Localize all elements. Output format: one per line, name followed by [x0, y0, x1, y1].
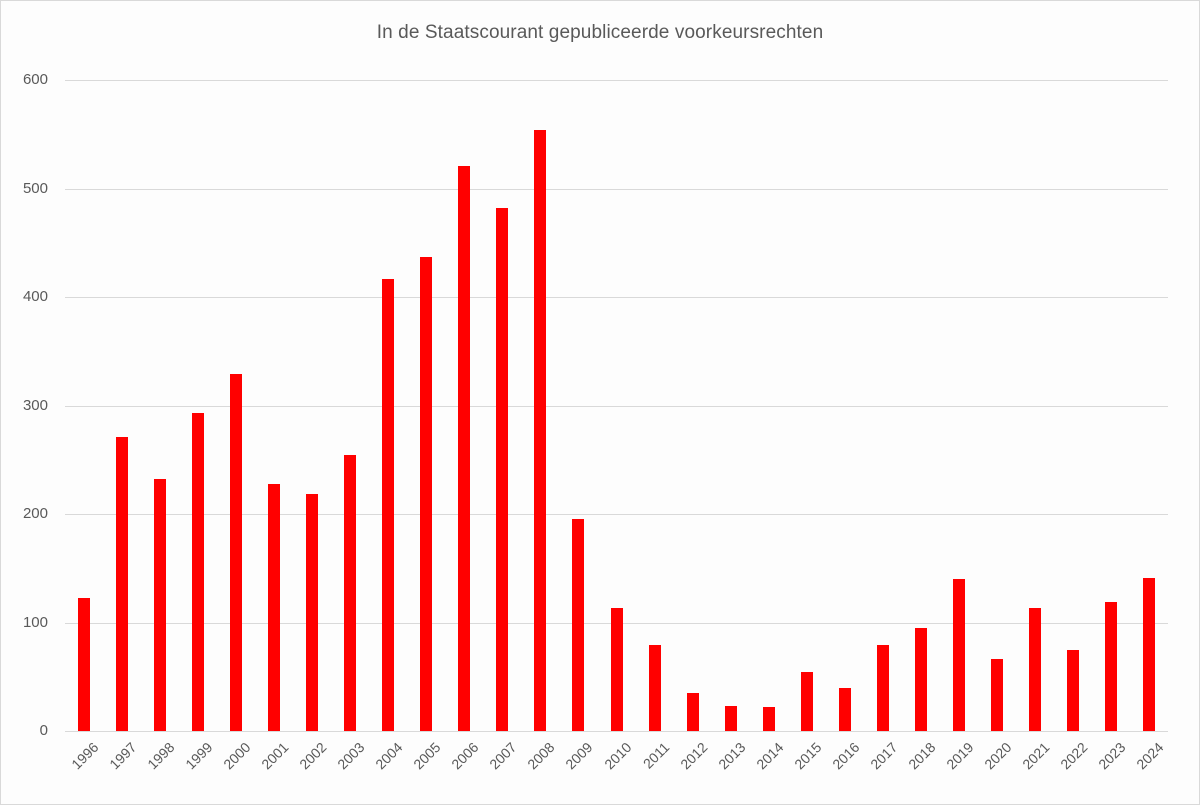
- y-tick-label: 400: [22, 288, 48, 305]
- bar-2000: [230, 374, 242, 731]
- x-tick-label: 2010: [600, 739, 635, 773]
- x-tick-label: 2016: [828, 739, 863, 773]
- x-tick-label: 2020: [980, 739, 1015, 773]
- x-tick-label: 2014: [752, 739, 787, 773]
- x-tick-label: 2012: [676, 739, 711, 773]
- x-tick-label: 2013: [714, 739, 749, 773]
- bar-2003: [344, 455, 356, 731]
- bar-2017: [877, 645, 889, 731]
- gridline: [65, 189, 1168, 190]
- x-tick-label: 2024: [1132, 739, 1167, 773]
- bar-2013: [725, 706, 737, 731]
- gridline: [65, 297, 1168, 298]
- bar-2008: [534, 130, 546, 731]
- bar-2007: [496, 208, 508, 731]
- y-tick-label: 300: [22, 397, 48, 414]
- bar-2004: [382, 279, 394, 731]
- x-tick-label: 2001: [257, 739, 292, 773]
- bar-2021: [1029, 608, 1041, 731]
- bar-2022: [1067, 650, 1079, 731]
- bar-2014: [763, 707, 775, 731]
- bar-1998: [154, 479, 166, 731]
- bar-1999: [192, 413, 204, 731]
- bar-2015: [801, 672, 813, 731]
- bar-2019: [953, 579, 965, 731]
- x-tick-label: 2018: [904, 739, 939, 773]
- gridline: [65, 731, 1168, 732]
- bar-2005: [420, 257, 432, 731]
- bar-2023: [1105, 602, 1117, 731]
- bar-2018: [915, 628, 927, 731]
- x-tick-label: 2000: [219, 739, 254, 773]
- x-tick-label: 2021: [1018, 739, 1053, 773]
- x-tick-label: 2022: [1056, 739, 1091, 773]
- x-tick-label: 2019: [942, 739, 977, 773]
- x-tick-label: 2002: [295, 739, 330, 773]
- y-tick-label: 0: [39, 722, 48, 739]
- x-tick-label: 1997: [105, 739, 140, 773]
- chart-title: In de Staatscourant gepubliceerde voorke…: [376, 22, 824, 43]
- bar-1997: [116, 437, 128, 731]
- x-tick-label: 2007: [485, 739, 520, 773]
- y-tick-label: 100: [22, 614, 48, 631]
- x-tick-label: 2017: [866, 739, 901, 773]
- gridline: [65, 514, 1168, 515]
- bar-2012: [687, 693, 699, 731]
- x-tick-label: 2023: [1094, 739, 1129, 773]
- y-tick-label: 600: [22, 71, 48, 88]
- x-tick-label: 2008: [523, 739, 558, 773]
- x-tick-label: 1998: [143, 739, 178, 773]
- bar-2010: [611, 608, 623, 731]
- bar-2002: [306, 494, 318, 731]
- bar-2024: [1143, 578, 1155, 731]
- bar-2011: [649, 645, 661, 731]
- x-tick-label: 1996: [67, 739, 102, 773]
- bar-1996: [78, 598, 90, 731]
- bar-2009: [572, 519, 584, 731]
- bar-2006: [458, 166, 470, 731]
- x-tick-label: 2003: [333, 739, 368, 773]
- y-tick-label: 200: [22, 505, 48, 522]
- x-tick-label: 2011: [639, 739, 673, 772]
- x-tick-label: 2006: [447, 739, 482, 773]
- y-tick-label: 500: [22, 180, 48, 197]
- x-tick-label: 2005: [409, 739, 444, 773]
- bar-2020: [991, 659, 1003, 731]
- gridline: [65, 80, 1168, 81]
- x-tick-label: 2009: [561, 739, 596, 773]
- x-tick-label: 2015: [790, 739, 825, 773]
- bar-2016: [839, 688, 851, 731]
- x-tick-label: 2004: [371, 739, 406, 773]
- bar-2001: [268, 484, 280, 731]
- x-tick-label: 1999: [181, 739, 216, 773]
- gridline: [65, 406, 1168, 407]
